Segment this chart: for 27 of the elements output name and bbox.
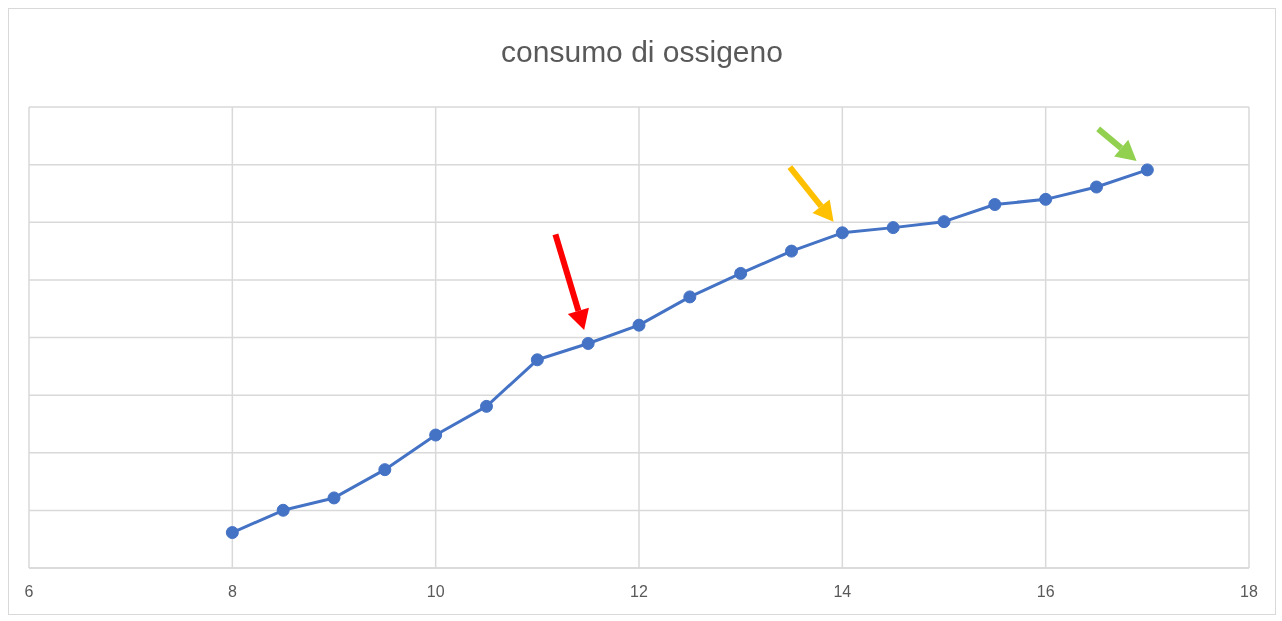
x-tick-label: 12 bbox=[630, 583, 648, 601]
point bbox=[530, 353, 544, 367]
point bbox=[1140, 163, 1154, 177]
point bbox=[225, 526, 239, 540]
point bbox=[632, 318, 646, 332]
x-tick-label: 10 bbox=[426, 583, 445, 601]
x-tick-label: 14 bbox=[833, 583, 852, 601]
point bbox=[327, 491, 341, 505]
point bbox=[988, 198, 1002, 212]
point bbox=[683, 290, 697, 304]
point bbox=[785, 244, 798, 258]
point bbox=[886, 221, 900, 235]
point bbox=[835, 226, 849, 240]
x-tick-label: 8 bbox=[227, 583, 237, 601]
point bbox=[581, 336, 595, 350]
point bbox=[937, 215, 951, 229]
x-tick-label: 6 bbox=[24, 583, 34, 601]
point bbox=[1039, 192, 1053, 206]
x-tick-label: 16 bbox=[1036, 583, 1055, 601]
chart-title: consumo di ossigeno bbox=[500, 35, 784, 69]
point bbox=[1090, 180, 1103, 194]
point bbox=[276, 503, 290, 517]
point bbox=[378, 463, 392, 477]
x-tick-label: 18 bbox=[1240, 583, 1258, 601]
point bbox=[429, 428, 443, 442]
point bbox=[734, 266, 748, 280]
point bbox=[480, 399, 493, 413]
